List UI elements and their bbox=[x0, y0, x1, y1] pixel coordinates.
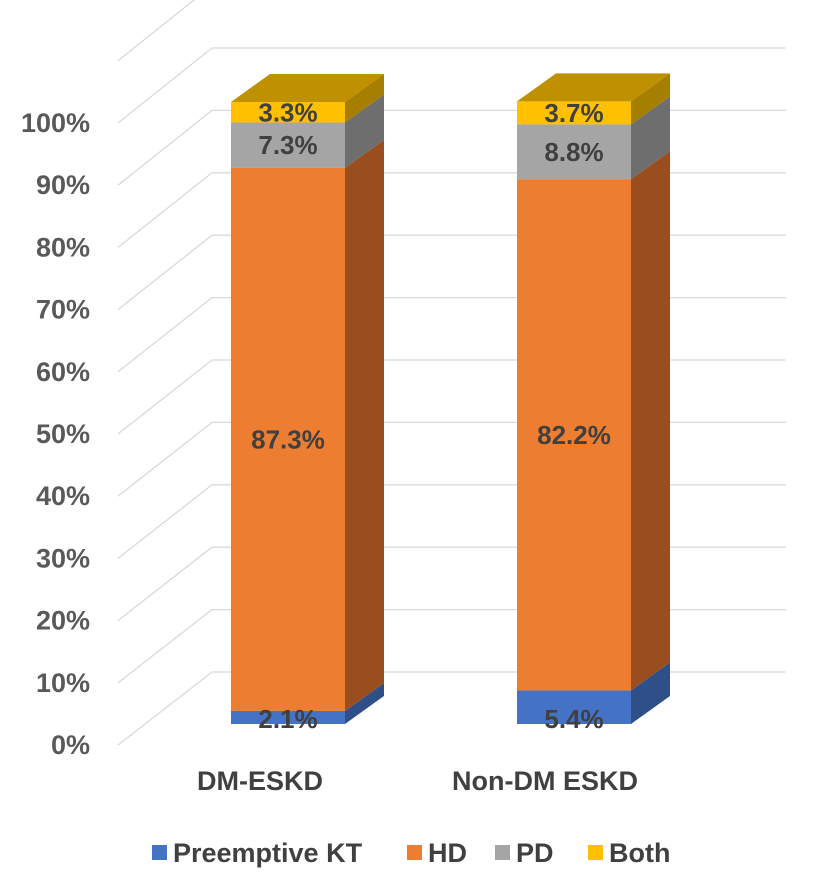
data-label: 7.3% bbox=[258, 130, 317, 160]
bars bbox=[231, 73, 670, 724]
legend-label: Preemptive KT bbox=[173, 838, 363, 868]
bar-segment bbox=[517, 690, 631, 724]
legend-item: Both bbox=[588, 838, 670, 868]
gridline bbox=[117, 671, 786, 746]
gridline bbox=[117, 47, 786, 124]
y-axis-ticks: 0% 10% 20% 30% 40% 50% 60% 70% 80% 90% 100% bbox=[21, 108, 90, 760]
bar-segment bbox=[231, 122, 345, 168]
bar-segment-side bbox=[345, 682, 384, 724]
category-label: Non-DM ESKD bbox=[452, 766, 638, 796]
category-label: DM-ESKD bbox=[197, 766, 323, 796]
y-tick-label: 100% bbox=[21, 108, 90, 138]
bar-segment bbox=[231, 167, 345, 711]
y-tick-label: 60% bbox=[36, 357, 90, 387]
bar-segment-side bbox=[631, 151, 670, 691]
data-label: 82.2% bbox=[537, 420, 611, 450]
gridline bbox=[117, 0, 196, 62]
legend-label: PD bbox=[516, 838, 554, 868]
legend-label: HD bbox=[428, 838, 467, 868]
y-tick-label: 10% bbox=[36, 668, 90, 698]
data-label: 8.8% bbox=[544, 137, 603, 167]
legend-item: HD bbox=[407, 838, 467, 868]
bar-segment-side bbox=[345, 94, 384, 168]
gridline bbox=[117, 296, 786, 373]
y-tick-label: 90% bbox=[36, 170, 90, 200]
legend-label: Both bbox=[609, 838, 670, 868]
y-tick-label: 40% bbox=[36, 481, 90, 511]
gridline bbox=[117, 234, 786, 311]
bar-segment bbox=[517, 179, 631, 691]
legend-item: PD bbox=[495, 838, 554, 868]
bar-top bbox=[231, 74, 384, 102]
legend-swatch bbox=[495, 845, 510, 860]
bar-segment-side bbox=[345, 139, 384, 711]
data-labels: 2.1% 87.3% 7.3%3.3% 5.4% 82.2% 8.8% 3.7% bbox=[251, 97, 611, 734]
bar-segment-side bbox=[631, 662, 670, 724]
data-label: 3.3% bbox=[258, 97, 317, 127]
y-tick-label: 70% bbox=[36, 295, 90, 325]
y-tick-label: 20% bbox=[36, 606, 90, 636]
y-tick-label: 30% bbox=[36, 543, 90, 573]
gridline bbox=[117, 172, 786, 248]
bar-top bbox=[517, 73, 670, 102]
y-tick-label: 0% bbox=[51, 730, 90, 760]
bar-segment bbox=[231, 102, 345, 123]
data-label: 87.3% bbox=[251, 424, 325, 454]
bar-segment bbox=[231, 710, 345, 724]
bar-segment-side bbox=[631, 73, 670, 125]
gridline bbox=[117, 109, 786, 186]
y-tick-label: 80% bbox=[36, 232, 90, 262]
y-tick-label: 50% bbox=[36, 419, 90, 449]
legend-swatch bbox=[152, 845, 167, 860]
legend: Preemptive KT HD PD Both bbox=[152, 838, 670, 868]
data-label: 3.7% bbox=[544, 98, 603, 128]
data-label: 5.4% bbox=[544, 704, 603, 734]
gridlines bbox=[117, 0, 786, 746]
bar-segment-side bbox=[345, 74, 384, 123]
bar-segment-side bbox=[631, 96, 670, 180]
bar-segment bbox=[517, 124, 631, 180]
bar-segment bbox=[517, 101, 631, 125]
legend-swatch bbox=[407, 845, 422, 860]
legend-item: Preemptive KT bbox=[152, 838, 363, 868]
data-label: 2.1% bbox=[258, 704, 317, 734]
legend-swatch bbox=[588, 845, 603, 860]
x-axis-categories: DM-ESKD Non-DM ESKD bbox=[197, 766, 638, 796]
